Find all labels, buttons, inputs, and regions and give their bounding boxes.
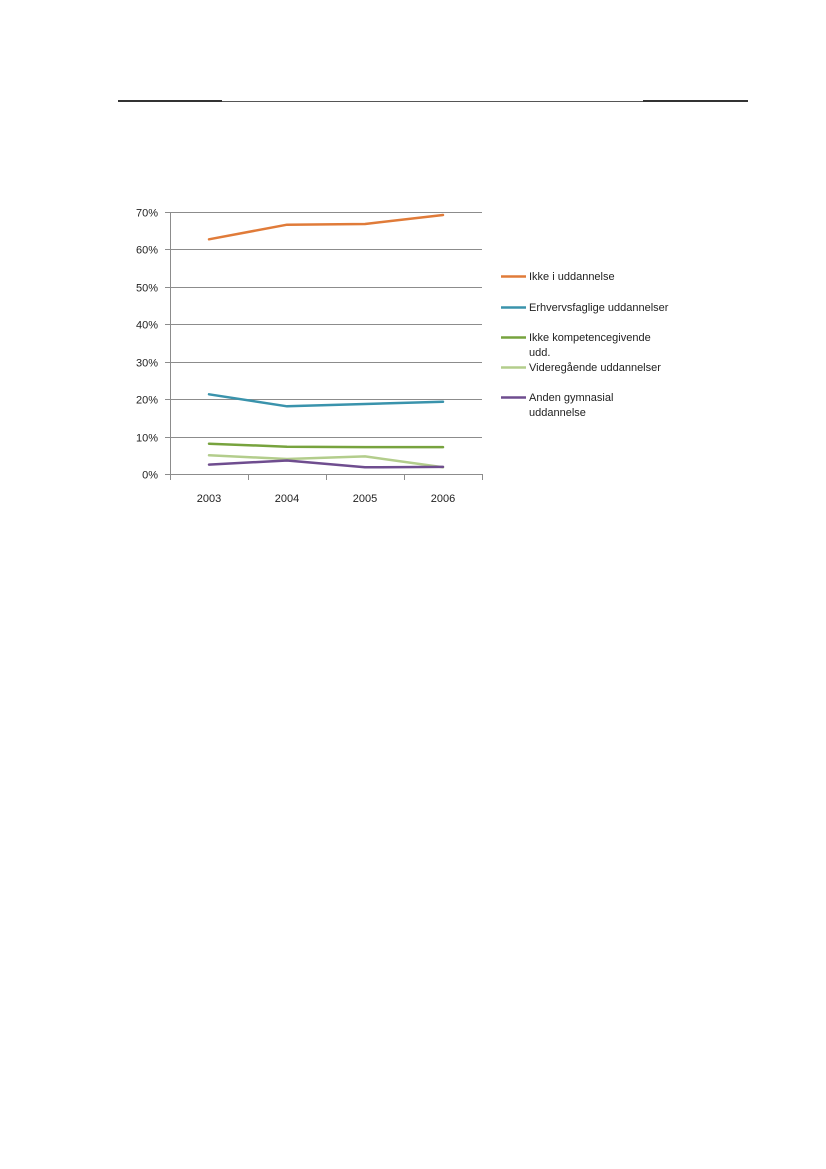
legend-item: Anden gymnasial uddannelse (501, 392, 613, 419)
legend-item: Ikke i uddannelse (501, 271, 615, 283)
x-tick-label: 2004 (275, 493, 299, 505)
legend-label: udd. (529, 347, 550, 359)
x-tick-label: 2005 (353, 493, 377, 505)
legend-item: Videregående uddannelser (501, 362, 661, 374)
y-tick-label: 10% (136, 433, 158, 445)
series-line-5 (207, 459, 445, 469)
y-tick-label: 40% (136, 320, 158, 332)
y-tick-label: 70% (136, 208, 158, 220)
gridlines (170, 212, 482, 438)
series-line-2 (207, 393, 445, 408)
y-tick-label: 50% (136, 283, 158, 295)
header-rule (118, 101, 748, 102)
legend-label: Ikke i uddannelse (529, 271, 615, 283)
y-tick-label: 20% (136, 395, 158, 407)
x-tick-label: 2003 (197, 493, 221, 505)
legend-label: Anden gymnasial (529, 392, 613, 404)
legend-label: Erhvervsfaglige uddannelser (529, 302, 669, 314)
legend-label: uddannelse (529, 407, 586, 419)
y-tick-label: 30% (136, 358, 158, 370)
axes: 0% 10% 20% 30% 40% 50% 60% 70% 2003 2004 2005 2006 (136, 208, 483, 505)
legend-item: Ikke kompetencegivende udd. (501, 332, 651, 359)
series-line-1 (207, 213, 445, 241)
header-rule-accent-right (643, 100, 748, 102)
legend-label: Videregående uddannelser (529, 362, 661, 374)
series-line-4 (207, 454, 445, 469)
header-rule-accent-left (118, 100, 222, 102)
legend: Ikke i uddannelse Erhvervsfaglige uddanne… (501, 271, 669, 419)
legend-label: Ikke kompetencegivende (529, 332, 651, 344)
legend-item: Erhvervsfaglige uddannelser (501, 302, 669, 314)
series-line-3 (207, 442, 445, 449)
y-tick-label: 0% (142, 470, 158, 482)
x-tick-label: 2006 (431, 493, 455, 505)
series-lines (207, 213, 445, 469)
y-tick-label: 60% (136, 245, 158, 257)
